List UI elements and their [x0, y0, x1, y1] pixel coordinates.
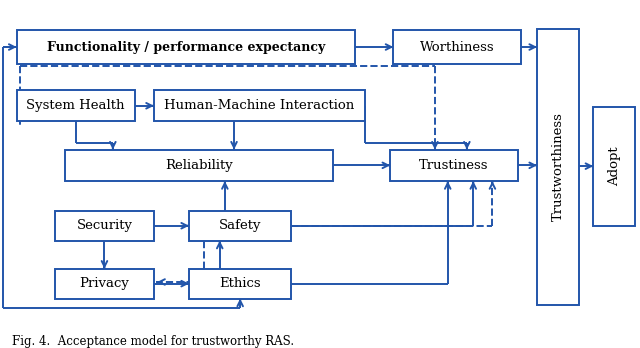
FancyBboxPatch shape — [154, 90, 365, 121]
FancyBboxPatch shape — [189, 211, 291, 240]
FancyBboxPatch shape — [65, 150, 333, 181]
FancyBboxPatch shape — [17, 90, 135, 121]
FancyBboxPatch shape — [593, 106, 635, 226]
Text: Reliability: Reliability — [164, 159, 232, 172]
FancyBboxPatch shape — [390, 150, 518, 181]
Text: Worthiness: Worthiness — [420, 40, 495, 54]
FancyBboxPatch shape — [537, 29, 579, 305]
Text: Fig. 4.  Acceptance model for trustworthy RAS.: Fig. 4. Acceptance model for trustworthy… — [12, 335, 294, 348]
Text: Security: Security — [76, 219, 132, 232]
FancyBboxPatch shape — [55, 269, 154, 299]
FancyBboxPatch shape — [17, 31, 355, 64]
Text: Adopt: Adopt — [607, 147, 621, 186]
Text: Privacy: Privacy — [79, 277, 129, 290]
Text: System Health: System Health — [26, 99, 125, 112]
Text: Trustiness: Trustiness — [419, 159, 489, 172]
FancyBboxPatch shape — [394, 31, 521, 64]
FancyBboxPatch shape — [189, 269, 291, 299]
Text: Trustworthiness: Trustworthiness — [552, 112, 564, 221]
Text: Safety: Safety — [219, 219, 261, 232]
Text: Functionality / performance expectancy: Functionality / performance expectancy — [47, 40, 325, 54]
Text: Ethics: Ethics — [220, 277, 261, 290]
FancyBboxPatch shape — [55, 211, 154, 240]
Text: Human-Machine Interaction: Human-Machine Interaction — [164, 99, 355, 112]
